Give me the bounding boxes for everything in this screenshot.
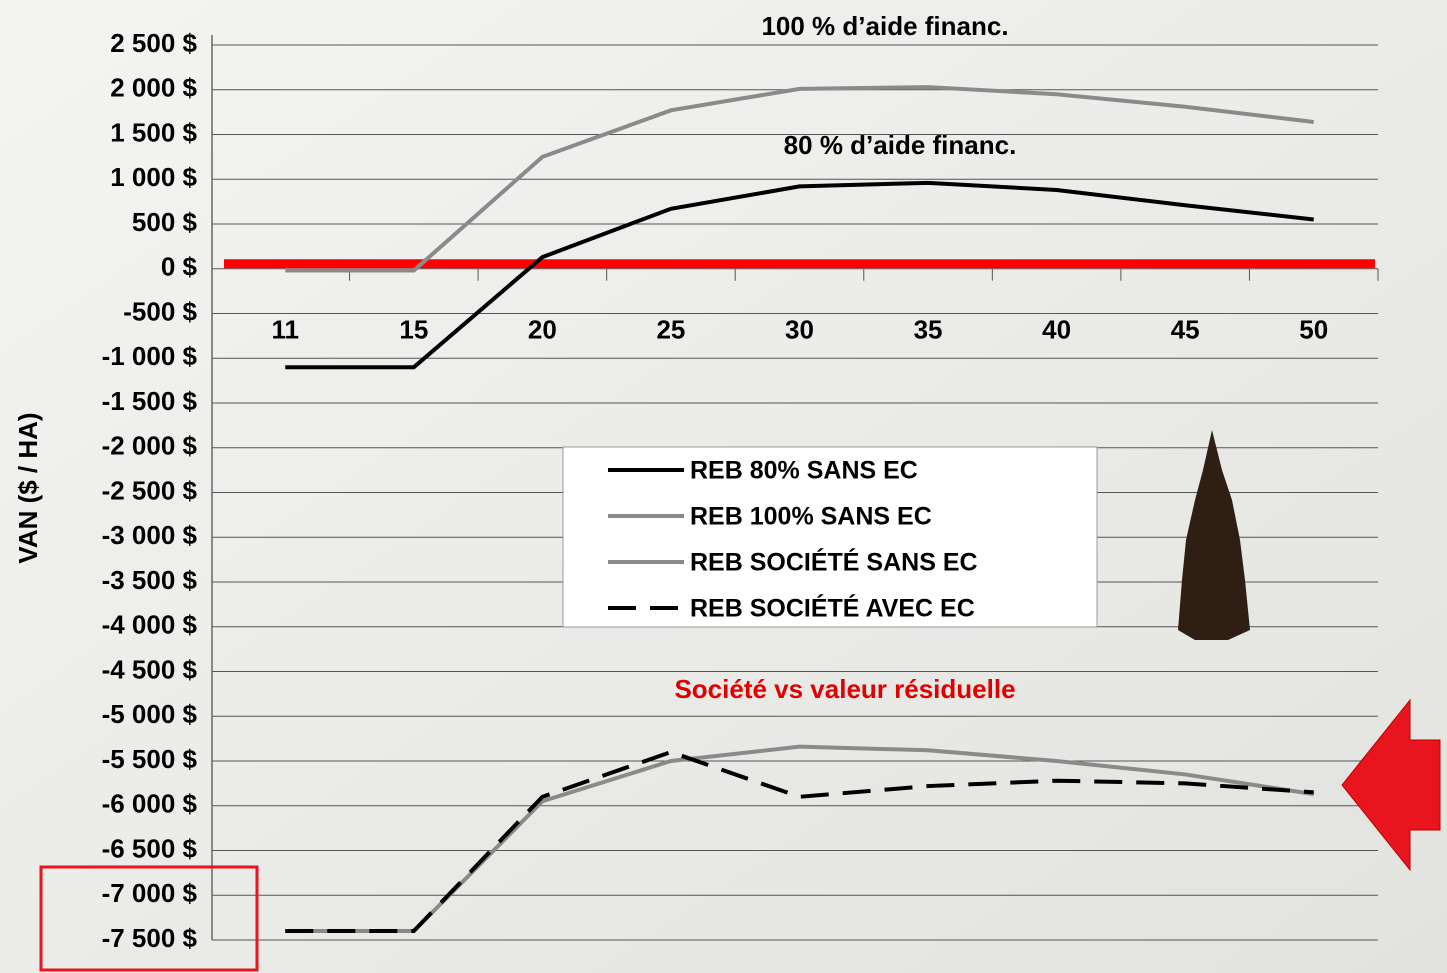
y-tick-label: 500 $ [132,207,198,237]
y-axis-label: VAN ($ / HA) [13,412,43,563]
page: VAN ($ / HA) 100 % d’aide financ. 80 % d… [0,0,1447,973]
y-tick-label: -3 500 $ [102,565,198,595]
x-tick-label: 30 [785,315,814,345]
x-tick-label: 50 [1299,315,1328,345]
x-tick-label: 25 [656,315,685,345]
y-tick-label: -6 500 $ [102,833,198,863]
y-tick-label: -6 000 $ [102,789,198,819]
x-tick-label: 35 [914,315,943,345]
y-tick-label: -4 000 $ [102,610,198,640]
annotation: Société vs valeur résiduelle [674,674,1015,704]
y-tick-label: -2 000 $ [102,431,198,461]
y-tick-label: -5 000 $ [102,699,198,729]
x-tick-label: 40 [1042,315,1071,345]
annotation: 100 % d’aide financ. [761,11,1008,41]
legend-label: REB 100% SANS EC [690,503,932,531]
legend-label: REB 80% SANS EC [690,457,918,485]
y-tick-label: -7 000 $ [102,878,198,908]
y-tick-label: 0 $ [161,252,198,282]
y-tick-label: -5 500 $ [102,744,198,774]
x-tick-label: 11 [272,315,300,345]
x-tick-label: 45 [1171,315,1200,345]
y-tick-label: 1 000 $ [110,162,197,192]
y-tick-label: -1 500 $ [102,386,198,416]
y-tick-label: -7 500 $ [102,923,198,953]
x-tick-label: 15 [399,315,428,345]
chart: VAN ($ / HA) 100 % d’aide financ. 80 % d… [0,0,1447,973]
y-tick-label: -1 000 $ [102,341,198,371]
y-tick-label: -500 $ [123,296,197,326]
y-tick-label: 2 000 $ [110,73,197,103]
y-tick-label: -3 000 $ [102,520,198,550]
y-tick-label: -2 500 $ [102,475,198,505]
y-tick-label: 1 500 $ [110,117,197,147]
legend-label: REB SOCIÉTÉ AVEC EC [690,594,975,623]
legend-label: REB SOCIÉTÉ SANS EC [690,548,978,577]
annotation: 80 % d’aide financ. [784,130,1017,160]
y-tick-label: -4 500 $ [102,654,198,684]
y-tick-label: 2 500 $ [110,28,197,58]
x-tick-label: 20 [528,315,557,345]
